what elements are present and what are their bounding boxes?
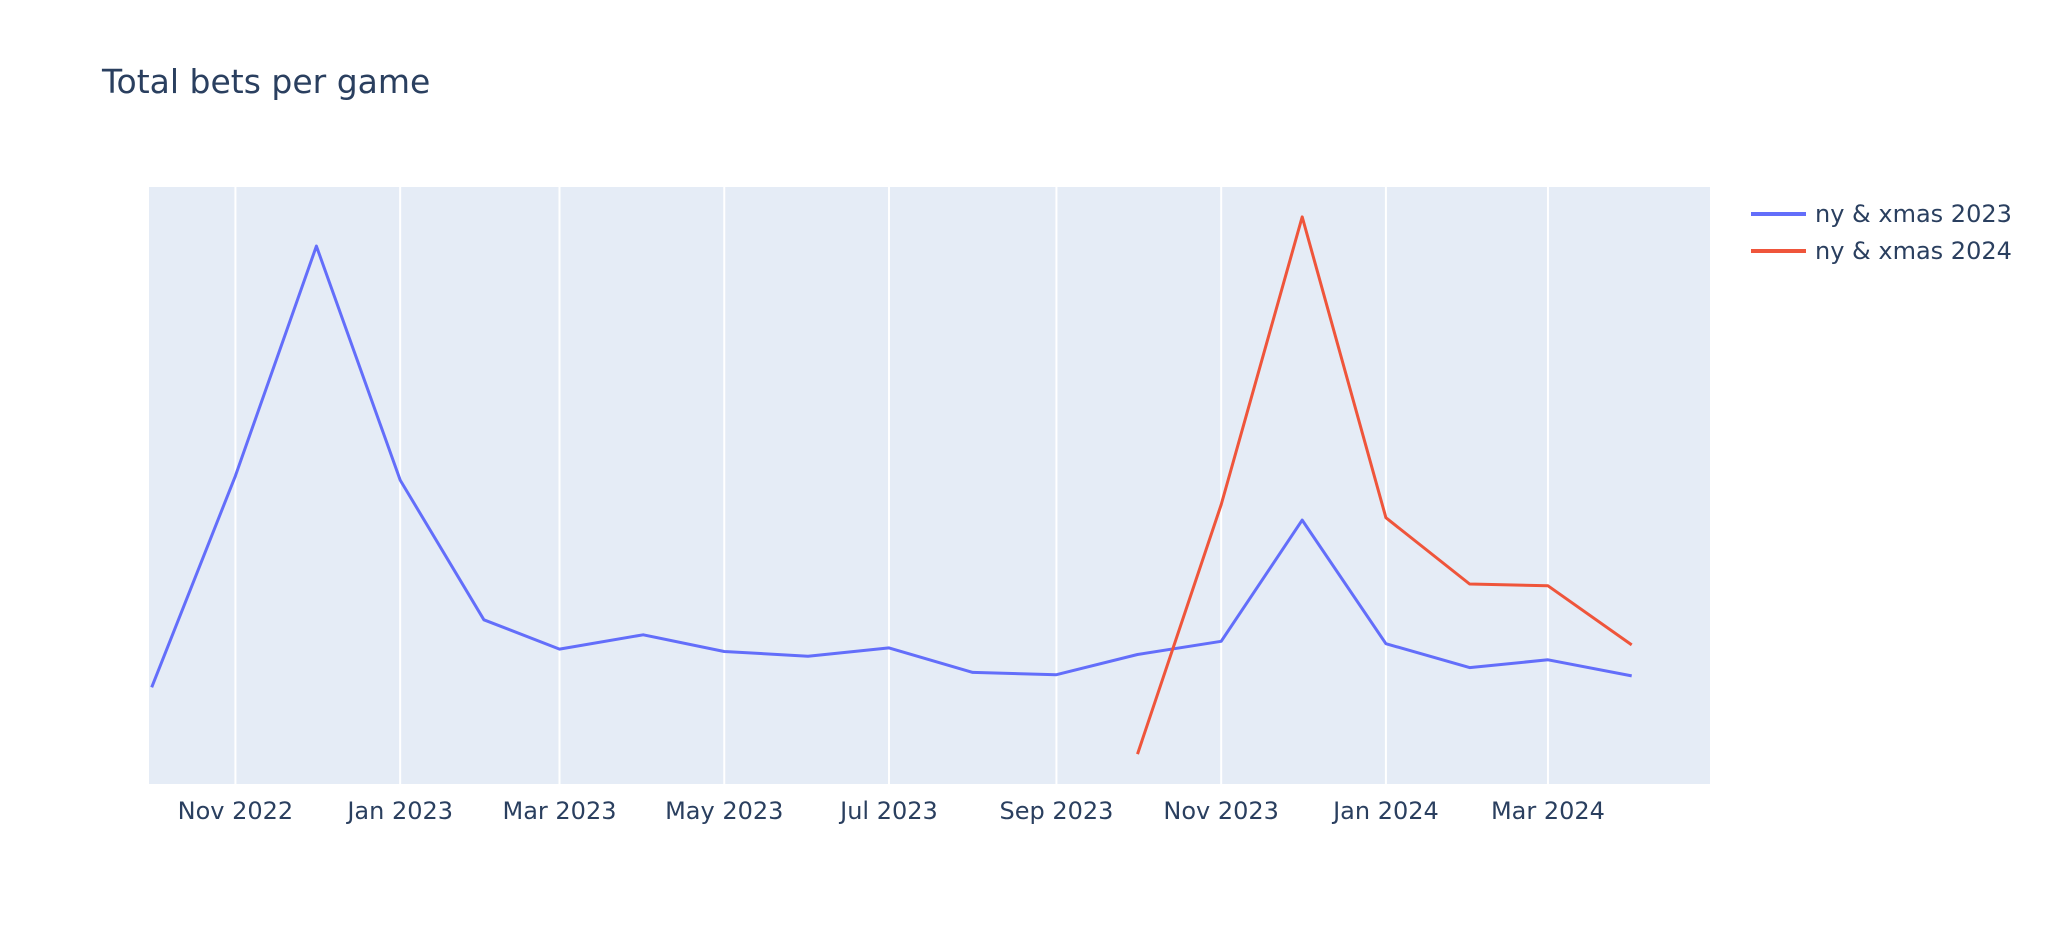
x-tick-label: Nov 2022: [178, 797, 294, 825]
x-tick-label: Jul 2023: [838, 797, 938, 825]
legend-label: ny & xmas 2023: [1815, 200, 2012, 228]
legend-item-2[interactable]: ny & xmas 2024: [1751, 237, 2012, 265]
x-gridlines: [234, 187, 1549, 784]
x-tick-label: Mar 2023: [503, 797, 617, 825]
x-tick-label: Mar 2024: [1491, 797, 1605, 825]
legend[interactable]: ny & xmas 2023 ny & xmas 2024: [1751, 200, 2012, 265]
x-tick-label: Jan 2024: [1331, 797, 1439, 825]
legend-item-1[interactable]: ny & xmas 2023: [1751, 200, 2012, 228]
series-line-2: [1136, 215, 1633, 755]
x-tick-label: May 2023: [665, 797, 783, 825]
chart-title: Total bets per game: [101, 62, 430, 101]
x-tick-label: Jan 2023: [345, 797, 453, 825]
series-line-1: [150, 244, 1632, 688]
legend-label: ny & xmas 2024: [1815, 237, 2012, 265]
x-tick-label: Nov 2023: [1163, 797, 1279, 825]
series-lines: [150, 215, 1633, 755]
x-tick-label: Sep 2023: [999, 797, 1113, 825]
x-axis-tick-labels: Nov 2022 Jan 2023 Mar 2023 May 2023 Jul 2023…: [178, 797, 1605, 825]
plot-area: [149, 187, 1710, 784]
